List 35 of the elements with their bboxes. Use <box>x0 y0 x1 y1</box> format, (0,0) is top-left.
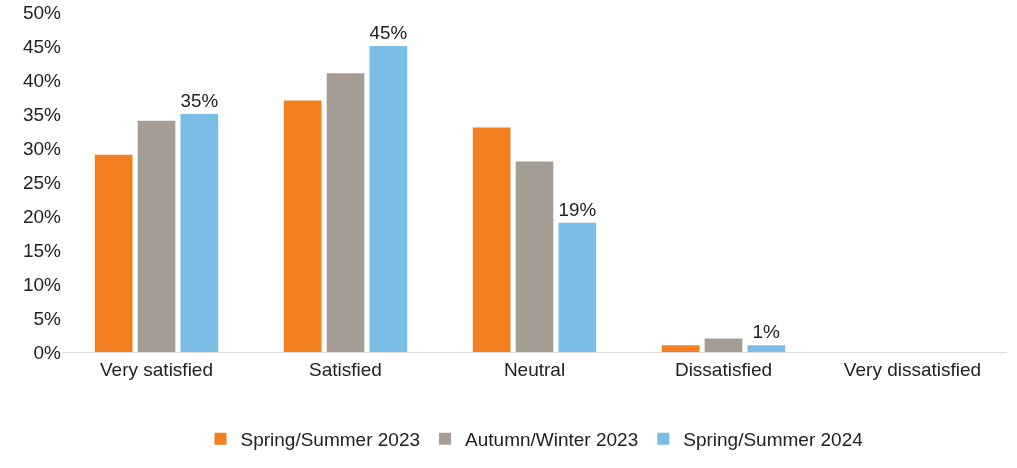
y-tick-label: 10% <box>22 273 62 295</box>
y-tick-label: 40% <box>22 69 62 91</box>
bar <box>558 222 597 352</box>
x-tick-label: Very dissatisfied <box>843 358 982 380</box>
y-tick-label: 45% <box>22 35 62 57</box>
y-tick-label: 30% <box>22 137 62 159</box>
y-tick-label: 50% <box>22 1 62 23</box>
legend-label: Autumn/Winter 2023 <box>465 429 639 451</box>
x-tick-label: Dissatisfied <box>674 358 773 380</box>
y-tick-label: 0% <box>33 341 62 363</box>
legend-label: Spring/Summer 2023 <box>240 429 421 451</box>
y-tick-label: 35% <box>22 103 62 125</box>
data-label: 45% <box>369 22 408 44</box>
bar <box>515 161 554 352</box>
bar <box>661 345 700 352</box>
x-tick-label: Neutral <box>503 358 566 380</box>
bar <box>704 338 743 352</box>
bar <box>180 114 219 352</box>
y-tick-label: 25% <box>22 171 62 193</box>
y-tick-label: 5% <box>33 307 62 329</box>
bar <box>369 46 408 352</box>
x-tick-label: Very satisfied <box>100 358 213 380</box>
bar <box>137 120 176 352</box>
data-label: 35% <box>180 90 219 112</box>
bar <box>472 127 511 352</box>
bar <box>283 100 322 352</box>
bar <box>747 345 786 352</box>
data-label: 19% <box>558 198 597 220</box>
data-label: 1% <box>752 321 781 343</box>
x-tick-label: Satisfied <box>309 358 382 380</box>
bar <box>326 73 365 352</box>
y-tick-label: 20% <box>22 205 62 227</box>
bar <box>94 154 133 352</box>
legend-label: Spring/Summer 2024 <box>683 429 864 451</box>
y-tick-label: 15% <box>22 239 62 261</box>
